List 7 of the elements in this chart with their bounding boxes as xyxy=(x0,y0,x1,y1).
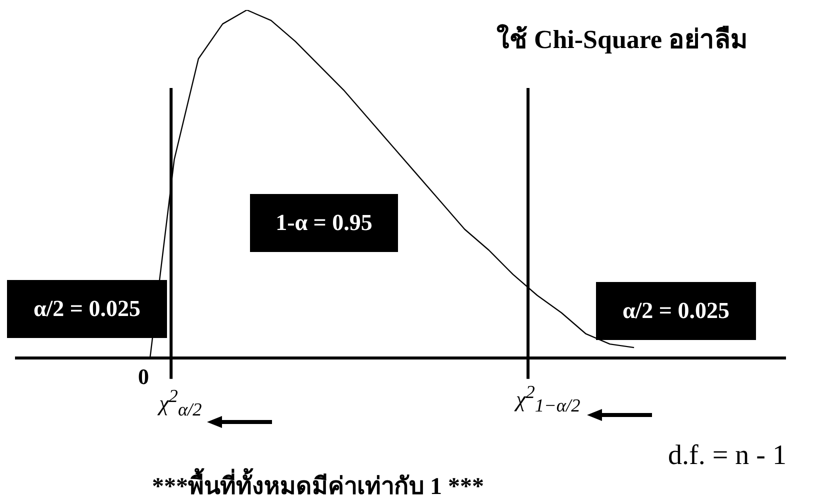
text: ***พื้นที่ทั้งหมดมีค่าเท่ากับ 1 *** xyxy=(152,467,484,502)
text: ใช้ Chi-Square อย่าลืม xyxy=(495,23,749,56)
text: d.f. = n - 1 xyxy=(668,440,786,472)
annotation: 1-α = 0.95 xyxy=(250,194,398,252)
text: 0 xyxy=(138,364,149,390)
annotation: α/2 = 0.025 xyxy=(596,282,756,340)
annotation: α/2 = 0.025 xyxy=(7,280,167,338)
